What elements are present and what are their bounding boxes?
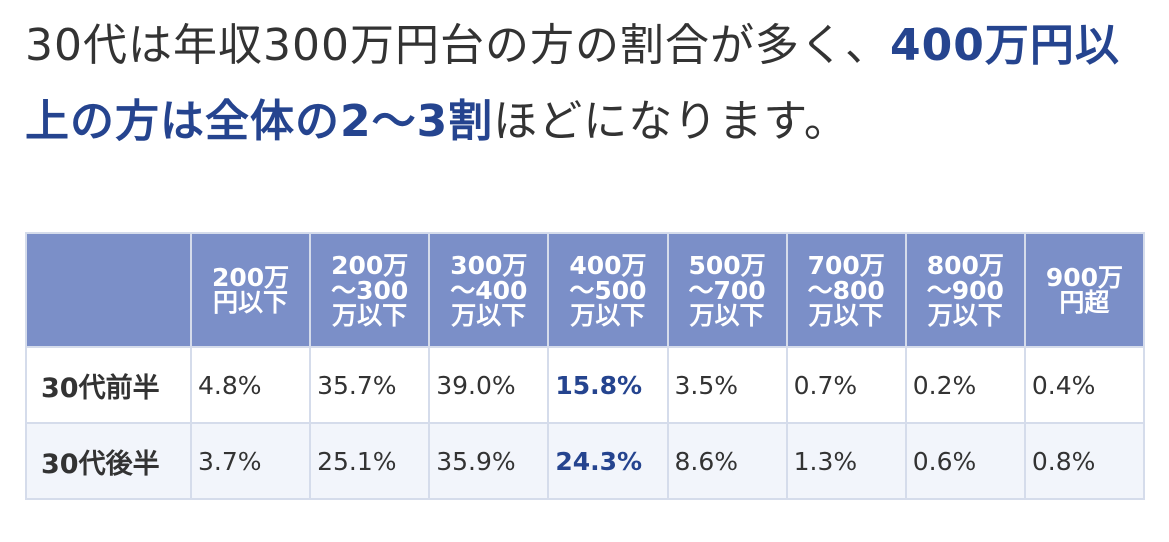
cell: 24.3%: [547, 422, 669, 500]
text: ほどになります。: [493, 96, 849, 147]
column-header: 200万 円以下: [189, 232, 312, 348]
table-header: 200万 円以下 200万 〜300 万以下 300万 〜400 万以下 400万 〜…: [25, 232, 1146, 348]
column-header: 800万 〜900 万以下: [904, 232, 1026, 348]
cell: 0.4%: [1023, 346, 1146, 424]
cell: 35.7%: [309, 346, 431, 424]
emphasis: 400万円以上の方は全体の2〜3割: [25, 20, 1120, 147]
cell: 8.6%: [666, 422, 788, 500]
table-body: 30代前半 4.8% 35.7% 39.0% 15.8% 3.5% 0.7% 0.2% 0.4%…: [25, 346, 1146, 500]
cell: 0.8%: [1023, 422, 1146, 500]
row-label: 30代前半: [25, 346, 192, 424]
cell: 35.9%: [428, 422, 550, 500]
cell: 39.0%: [428, 346, 550, 424]
column-header: 500万 〜700 万以下: [666, 232, 788, 348]
income-table: 200万 円以下 200万 〜300 万以下 300万 〜400 万以下 400万 〜…: [25, 232, 1146, 500]
cell: 0.2%: [904, 346, 1026, 424]
cell: 3.5%: [666, 346, 788, 424]
cell: 0.6%: [904, 422, 1026, 500]
column-header: 200万 〜300 万以下: [309, 232, 431, 348]
cell: 1.3%: [785, 422, 907, 500]
text: 30代は年収300万円台の方の割合が多く、: [25, 20, 890, 71]
column-header: 700万 〜800 万以下: [785, 232, 907, 348]
table-row: 30代後半 3.7% 25.1% 35.9% 24.3% 8.6% 1.3% 0.6% 0.8%: [25, 422, 1146, 500]
header-row: 200万 円以下 200万 〜300 万以下 300万 〜400 万以下 400万 〜…: [25, 232, 1146, 348]
cell: 4.8%: [189, 346, 312, 424]
table-row: 30代前半 4.8% 35.7% 39.0% 15.8% 3.5% 0.7% 0.2% 0.4%: [25, 346, 1146, 424]
corner-cell: [25, 232, 192, 348]
column-header: 300万 〜400 万以下: [428, 232, 550, 348]
column-header: 400万 〜500 万以下: [547, 232, 669, 348]
paragraph: 30代は年収300万円台の方の割合が多く、400万円以上の方は全体の2〜3割ほど…: [25, 8, 1150, 160]
column-header: 900万 円超: [1023, 232, 1146, 348]
row-label: 30代後半: [25, 422, 192, 500]
cell: 0.7%: [785, 346, 907, 424]
cell: 3.7%: [189, 422, 312, 500]
cell: 25.1%: [309, 422, 431, 500]
cell: 15.8%: [547, 346, 669, 424]
